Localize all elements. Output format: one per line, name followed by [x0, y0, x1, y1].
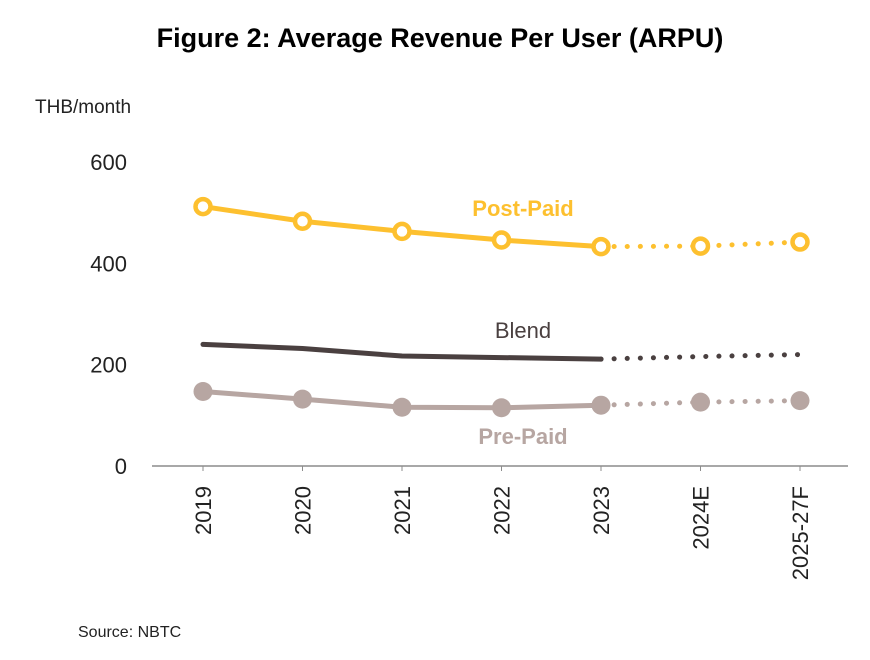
x-tick-label: 2019: [191, 486, 216, 535]
data-point-pre-paid: [193, 382, 213, 402]
data-point-pre-paid: [591, 395, 611, 415]
chart-title: Figure 2: Average Revenue Per User (ARPU…: [157, 23, 724, 53]
x-tick-label: 2023: [589, 486, 614, 535]
series-label-blend: Blend: [495, 318, 551, 343]
data-point-post-paid: [392, 221, 412, 242]
y-tick-label: 0: [115, 454, 127, 479]
x-tick-label: 2022: [490, 486, 515, 535]
y-tick-label: 400: [90, 251, 127, 276]
series-markers: [193, 196, 810, 418]
y-axis-ticks: 0 200 400 600: [90, 150, 127, 479]
data-point-post-paid: [591, 236, 611, 257]
x-tick-label: 2024E: [689, 486, 714, 550]
y-axis-unit-label: THB/month: [35, 97, 131, 118]
series-label-post-paid: Post-Paid: [472, 196, 573, 221]
y-tick-label: 200: [90, 353, 127, 378]
source-note: Source: NBTC: [78, 624, 181, 641]
x-axis-ticks: 2019 2020 2021 2022 2023 2024E 2025-27F: [191, 466, 813, 580]
data-point-pre-paid: [790, 391, 810, 411]
data-point-post-paid: [491, 230, 512, 250]
data-point-pre-paid: [293, 389, 312, 409]
series-line-blend-actual: [200, 341, 604, 362]
series-label-pre-paid: Pre-Paid: [478, 424, 567, 449]
series-line-blend-forecast: [598, 352, 803, 362]
data-point-post-paid: [690, 236, 711, 256]
data-point-pre-paid: [392, 397, 412, 417]
x-tick-label: 2025-27F: [788, 486, 813, 580]
x-tick-label: 2020: [291, 486, 316, 535]
y-tick-label: 600: [90, 150, 127, 175]
data-point-post-paid: [193, 196, 213, 217]
data-point-pre-paid: [691, 392, 710, 412]
data-point-post-paid: [790, 232, 810, 252]
data-point-post-paid: [292, 211, 313, 232]
x-tick-label: 2021: [390, 486, 415, 535]
data-point-pre-paid: [492, 398, 511, 418]
